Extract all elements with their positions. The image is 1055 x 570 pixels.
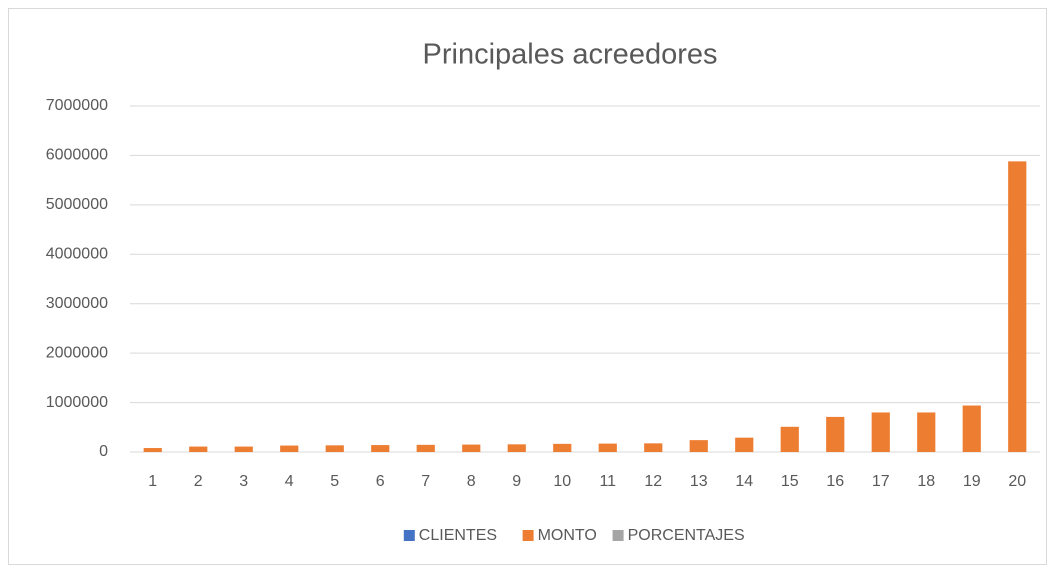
bar xyxy=(735,437,754,452)
x-tick-label: 19 xyxy=(963,473,981,490)
bar xyxy=(234,446,253,452)
legend-label: PORCENTAJES xyxy=(628,527,745,544)
x-tick-label: 20 xyxy=(1008,473,1026,490)
bar xyxy=(189,446,208,452)
y-tick-label: 7000000 xyxy=(46,97,108,114)
x-tick-label: 4 xyxy=(285,473,294,490)
x-tick-label: 17 xyxy=(872,473,890,490)
x-tick-label: 2 xyxy=(194,473,203,490)
x-tick-label: 8 xyxy=(467,473,476,490)
chart-title: Principales acreedores xyxy=(423,39,718,71)
bar xyxy=(1008,161,1027,453)
bar xyxy=(917,412,936,452)
bar xyxy=(826,416,845,452)
x-tick-label: 12 xyxy=(644,473,662,490)
bar xyxy=(871,412,890,452)
bar xyxy=(507,444,526,452)
x-tick-label: 6 xyxy=(376,473,385,490)
bar xyxy=(598,443,617,452)
x-tick-label: 16 xyxy=(826,473,844,490)
bar xyxy=(280,445,299,452)
legend-swatch xyxy=(522,530,534,541)
legend-swatch xyxy=(612,530,624,541)
chart-border xyxy=(8,8,1047,565)
bar xyxy=(325,445,344,452)
x-tick-label: 14 xyxy=(735,473,753,490)
y-tick-label: 4000000 xyxy=(46,246,108,263)
bar xyxy=(780,426,799,452)
y-tick-label: 6000000 xyxy=(46,147,108,164)
bar xyxy=(962,405,981,452)
x-tick-label: 3 xyxy=(239,473,248,490)
x-tick-label: 13 xyxy=(690,473,708,490)
x-tick-label: 5 xyxy=(330,473,339,490)
bar xyxy=(689,440,708,452)
bar xyxy=(644,443,663,452)
y-tick-label: 0 xyxy=(99,443,108,460)
y-tick-label: 5000000 xyxy=(46,196,108,213)
legend-swatch xyxy=(403,530,415,541)
y-tick-label: 1000000 xyxy=(46,394,108,411)
x-tick-label: 15 xyxy=(781,473,799,490)
bar xyxy=(371,445,390,452)
y-tick-label: 3000000 xyxy=(46,295,108,312)
x-tick-label: 10 xyxy=(553,473,571,490)
bar xyxy=(553,443,572,452)
x-tick-label: 7 xyxy=(421,473,430,490)
y-tick-label: 2000000 xyxy=(46,344,108,361)
bar xyxy=(416,444,435,452)
legend-label: CLIENTES xyxy=(419,527,497,544)
x-tick-label: 18 xyxy=(917,473,935,490)
x-tick-label: 9 xyxy=(512,473,521,490)
legend-label: MONTO xyxy=(538,527,597,544)
x-tick-label: 11 xyxy=(599,473,616,490)
bar xyxy=(143,448,162,452)
x-tick-label: 1 xyxy=(148,473,157,490)
bar xyxy=(462,444,481,452)
